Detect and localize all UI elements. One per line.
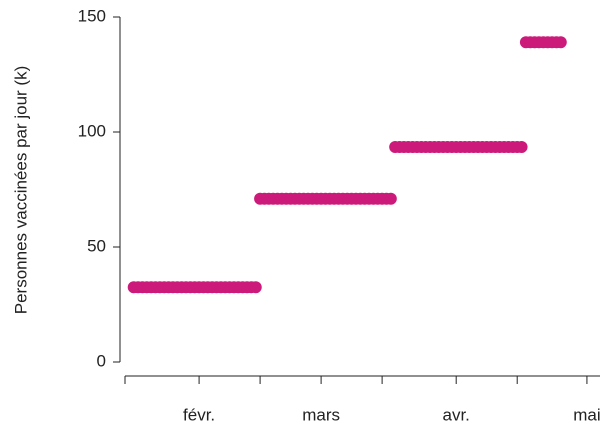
- y-tick-label: 50: [87, 236, 106, 255]
- y-tick-label: 0: [97, 351, 106, 370]
- x-tick-label: févr.: [183, 405, 215, 424]
- point: [515, 140, 528, 153]
- y-axis-label: Personnes vaccinées par jour (k): [11, 66, 30, 315]
- y-tick-label: 150: [78, 6, 106, 25]
- x-tick-label: avr.: [442, 405, 469, 424]
- point: [384, 192, 397, 205]
- point: [249, 281, 262, 294]
- x-tick-label: mai: [573, 405, 600, 424]
- point: [554, 36, 567, 49]
- x-tick-label: mars: [302, 405, 340, 424]
- y-tick-label: 100: [78, 121, 106, 140]
